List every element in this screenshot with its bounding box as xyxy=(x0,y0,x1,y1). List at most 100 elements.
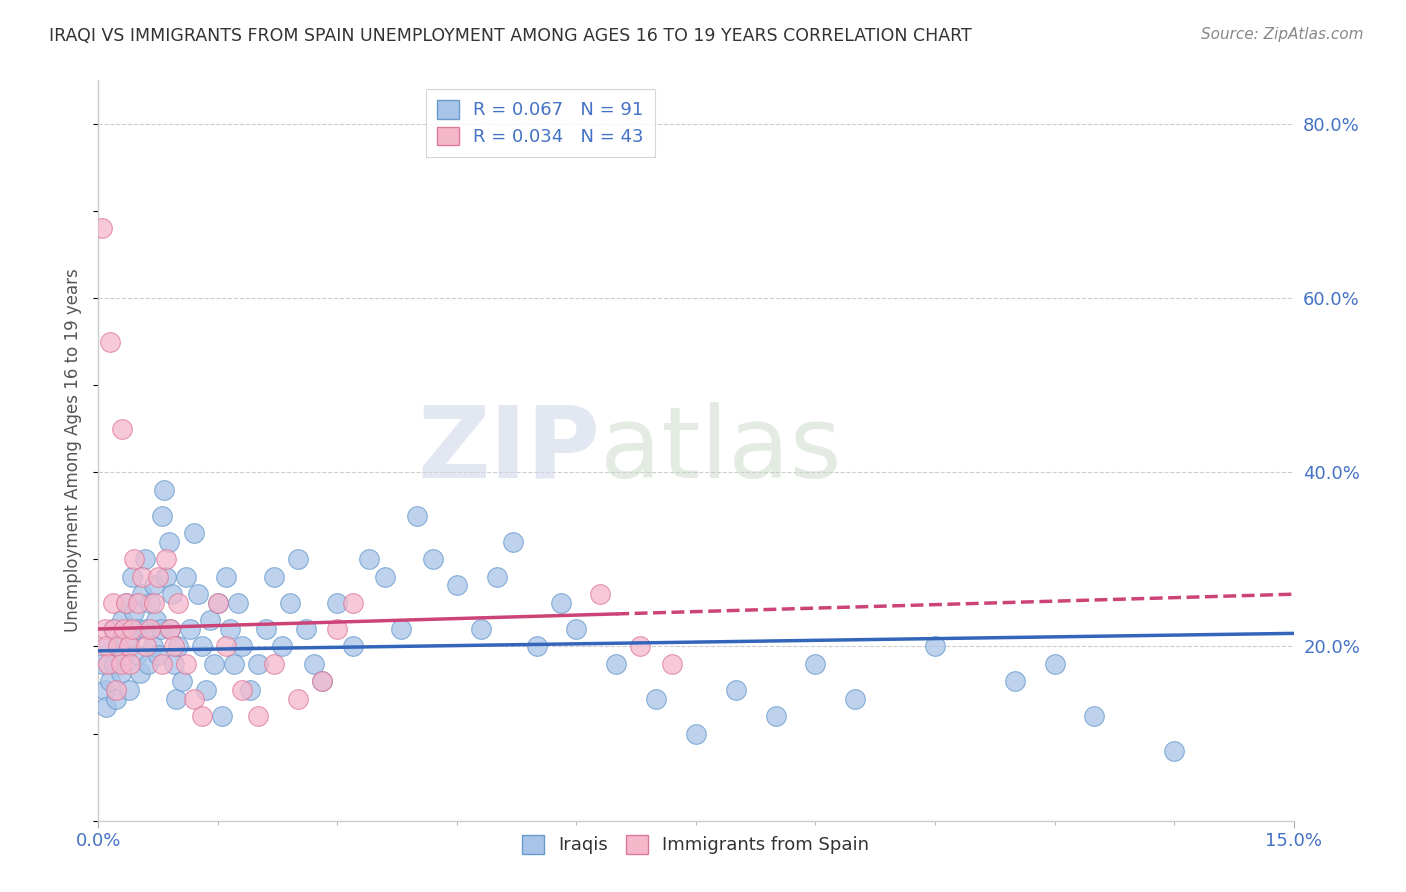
Immigrants from Spain xyxy=(107,640,129,654)
Iraqis xyxy=(157,535,180,549)
Iraqis xyxy=(389,622,412,636)
Iraqis xyxy=(91,657,114,671)
Iraqis xyxy=(765,709,787,723)
Immigrants from Spain xyxy=(135,640,157,654)
Legend: Iraqis, Immigrants from Spain: Iraqis, Immigrants from Spain xyxy=(513,826,879,863)
Iraqis xyxy=(565,622,588,636)
Iraqis xyxy=(172,674,194,689)
Text: ZIP: ZIP xyxy=(418,402,600,499)
Iraqis xyxy=(263,570,285,584)
Iraqis xyxy=(150,508,173,523)
Immigrants from Spain xyxy=(121,622,143,636)
Iraqis xyxy=(136,657,159,671)
Iraqis xyxy=(270,640,292,654)
Iraqis xyxy=(239,683,262,698)
Iraqis xyxy=(278,596,301,610)
Immigrants from Spain xyxy=(167,596,190,610)
Iraqis xyxy=(155,570,177,584)
Iraqis xyxy=(148,648,170,662)
Immigrants from Spain xyxy=(124,552,146,566)
Iraqis xyxy=(550,596,572,610)
Immigrants from Spain xyxy=(263,657,285,671)
Iraqis xyxy=(219,622,242,636)
Immigrants from Spain xyxy=(96,640,118,654)
Immigrants from Spain xyxy=(91,221,114,235)
Immigrants from Spain xyxy=(112,622,135,636)
Iraqis xyxy=(127,622,149,636)
Iraqis xyxy=(152,483,174,497)
Iraqis xyxy=(112,648,135,662)
Immigrants from Spain xyxy=(131,570,153,584)
Immigrants from Spain xyxy=(103,622,125,636)
Iraqis xyxy=(139,596,162,610)
Immigrants from Spain xyxy=(139,622,162,636)
Iraqis xyxy=(94,683,117,698)
Iraqis xyxy=(149,622,172,636)
Iraqis xyxy=(179,622,201,636)
Iraqis xyxy=(107,640,129,654)
Iraqis xyxy=(406,508,429,523)
Text: Source: ZipAtlas.com: Source: ZipAtlas.com xyxy=(1201,27,1364,42)
Iraqis xyxy=(359,552,381,566)
Immigrants from Spain xyxy=(111,422,134,436)
Immigrants from Spain xyxy=(183,691,205,706)
Iraqis xyxy=(605,657,627,671)
Iraqis xyxy=(121,570,143,584)
Iraqis xyxy=(470,622,492,636)
Iraqis xyxy=(124,605,146,619)
Iraqis xyxy=(125,648,148,662)
Iraqis xyxy=(685,726,707,740)
Iraqis xyxy=(143,578,166,592)
Iraqis xyxy=(120,631,142,645)
Iraqis xyxy=(311,674,333,689)
Iraqis xyxy=(198,613,221,627)
Iraqis xyxy=(226,596,249,610)
Iraqis xyxy=(191,640,214,654)
Text: atlas: atlas xyxy=(600,402,842,499)
Iraqis xyxy=(724,683,747,698)
Immigrants from Spain xyxy=(127,596,149,610)
Immigrants from Spain xyxy=(207,596,229,610)
Iraqis xyxy=(101,622,124,636)
Immigrants from Spain xyxy=(104,683,127,698)
Immigrants from Spain xyxy=(628,640,651,654)
Iraqis xyxy=(98,674,122,689)
Immigrants from Spain xyxy=(215,640,238,654)
Iraqis xyxy=(187,587,209,601)
Iraqis xyxy=(374,570,396,584)
Immigrants from Spain xyxy=(101,596,124,610)
Immigrants from Spain xyxy=(118,640,141,654)
Iraqis xyxy=(174,570,197,584)
Immigrants from Spain xyxy=(163,640,186,654)
Iraqis xyxy=(294,622,316,636)
Immigrants from Spain xyxy=(150,657,173,671)
Immigrants from Spain xyxy=(143,596,166,610)
Iraqis xyxy=(502,535,524,549)
Iraqis xyxy=(104,691,127,706)
Iraqis xyxy=(645,691,668,706)
Iraqis xyxy=(145,613,167,627)
Iraqis xyxy=(96,700,118,714)
Iraqis xyxy=(111,613,134,627)
Iraqis xyxy=(166,691,188,706)
Iraqis xyxy=(1083,709,1105,723)
Immigrants from Spain xyxy=(148,570,170,584)
Iraqis xyxy=(526,640,548,654)
Iraqis xyxy=(135,622,157,636)
Iraqis xyxy=(195,683,218,698)
Iraqis xyxy=(131,587,153,601)
Iraqis xyxy=(924,640,946,654)
Immigrants from Spain xyxy=(326,622,349,636)
Immigrants from Spain xyxy=(311,674,333,689)
Immigrants from Spain xyxy=(287,691,309,706)
Immigrants from Spain xyxy=(120,657,142,671)
Iraqis xyxy=(160,587,183,601)
Iraqis xyxy=(202,657,225,671)
Immigrants from Spain xyxy=(97,657,120,671)
Iraqis xyxy=(142,640,165,654)
Immigrants from Spain xyxy=(174,657,197,671)
Iraqis xyxy=(844,691,866,706)
Immigrants from Spain xyxy=(231,683,253,698)
Iraqis xyxy=(231,640,253,654)
Immigrants from Spain xyxy=(191,709,214,723)
